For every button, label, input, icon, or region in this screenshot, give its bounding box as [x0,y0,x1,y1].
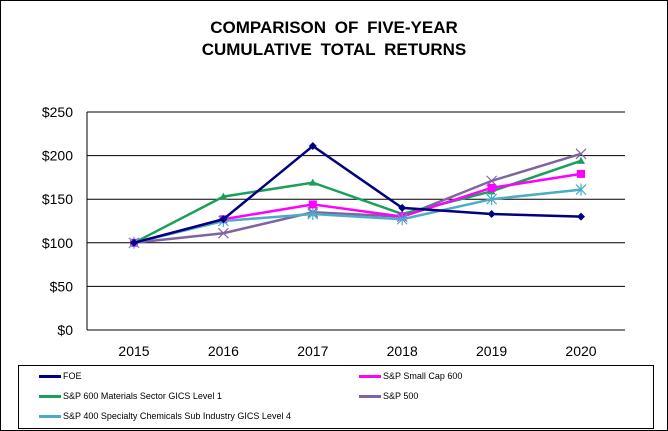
legend-swatch [39,394,61,398]
data-point [308,142,317,151]
data-point [219,215,228,224]
data-point [577,156,585,164]
legend-label: FOE [63,371,82,381]
legend-swatch [359,374,381,378]
data-point [575,148,587,160]
data-point [130,238,138,247]
legend: FOE S&P Small Cap 600 S&P 600 Materials … [18,365,654,429]
legend-swatch [359,394,381,398]
legend-label: S&P 500 [383,391,419,401]
data-point [487,210,496,219]
data-point [308,200,317,209]
legend-label: S&P 400 Specialty Chemicals Sub Industry… [63,411,291,421]
legend-item-chemicals: S&P 400 Specialty Chemicals Sub Industry… [39,411,291,421]
data-point [398,203,407,212]
data-point [308,178,317,186]
x-tick-label: 2015 [118,343,149,359]
legend-item-foe: FOE [39,371,82,381]
data-point [577,212,585,221]
title-line-1: COMPARISON OF FIVE-YEAR [210,18,458,37]
data-point [487,183,496,192]
y-tick-label: $100 [42,235,73,251]
legend-item-materials: S&P 600 Materials Sector GICS Level 1 [39,391,222,401]
series-line-3 [133,152,582,245]
legend-swatch [39,374,61,378]
legend-label: S&P 600 Materials Sector GICS Level 1 [63,391,222,401]
data-point [219,192,228,200]
y-tick-label: $200 [42,148,73,164]
data-point [396,213,408,226]
x-tick-label: 2017 [297,343,328,359]
legend-item-sp500: S&P 500 [359,391,418,401]
x-tick-label: 2020 [565,343,596,359]
data-point [486,193,498,206]
y-tick-label: $150 [42,191,73,207]
legend-swatch [39,414,61,418]
data-point [217,227,229,239]
data-point [575,183,587,196]
data-point [577,169,585,178]
legend-label: S&P Small Cap 600 [383,371,463,381]
chart-title: COMPARISON OF FIVE-YEAR CUMULATIVE TOTAL… [1,17,667,61]
x-tick-label: 2018 [387,343,418,359]
title-line-2: CUMULATIVE TOTAL RETURNS [201,40,467,59]
series-line-0 [133,144,582,245]
y-tick-label: $250 [42,104,73,120]
x-tick-label: 2019 [476,343,507,359]
y-tick-label: $50 [50,278,74,294]
x-tick-label: 2016 [208,343,239,359]
y-tick-label: $0 [57,322,73,338]
series-line-4 [133,188,582,245]
legend-item-smallcap: S&P Small Cap 600 [359,371,462,381]
data-point [307,208,319,221]
